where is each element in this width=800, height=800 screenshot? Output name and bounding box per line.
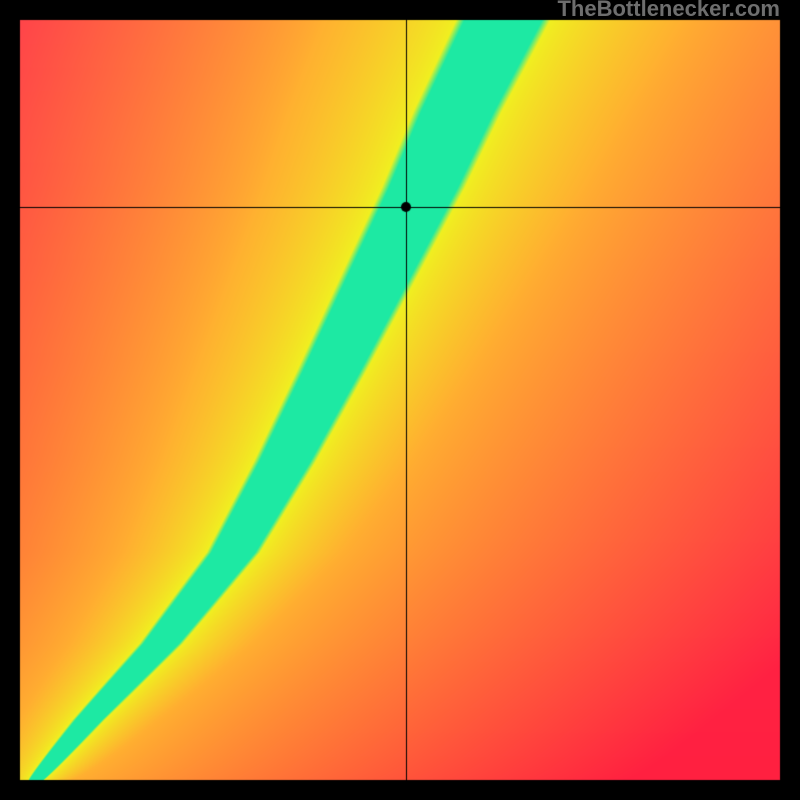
- heatmap-canvas: [0, 0, 800, 800]
- chart-container: TheBottlenecker.com: [0, 0, 800, 800]
- attribution-text: TheBottlenecker.com: [557, 0, 780, 22]
